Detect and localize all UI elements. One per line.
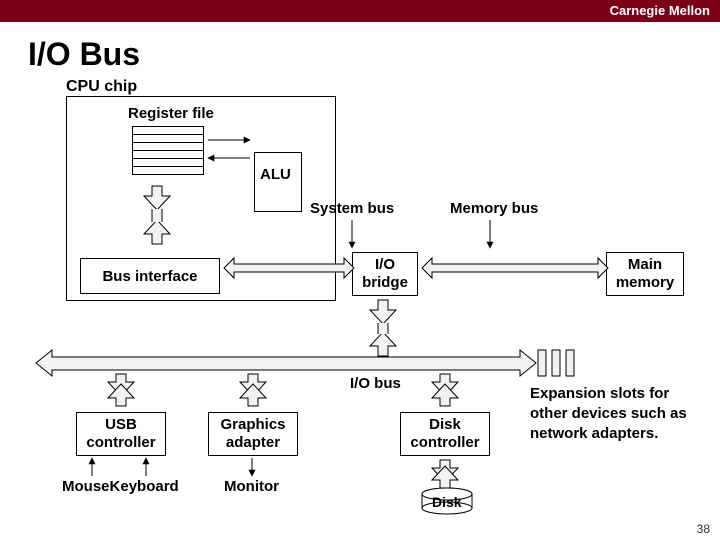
disk-controller-box: Disk controller <box>400 412 490 456</box>
banner: Carnegie Mellon <box>0 0 720 22</box>
io-bridge-label-1: I/O <box>375 256 395 273</box>
diskc-label-2: controller <box>410 434 479 451</box>
io-bus-label: I/O bus <box>350 375 401 392</box>
register-file-label: Register file <box>128 105 214 122</box>
main-memory-label-2: memory <box>616 274 674 291</box>
disk-label: Disk <box>432 494 462 510</box>
alu-label: ALU <box>260 166 291 183</box>
usb-label-1: USB <box>105 416 137 433</box>
register-file-box <box>132 126 204 178</box>
bus-interface-box: Bus interface <box>80 258 220 294</box>
expansion-slots-text: Expansion slots for other devices such a… <box>530 384 710 444</box>
gfx-label-2: adapter <box>226 434 280 451</box>
system-bus-label: System bus <box>310 200 394 217</box>
memory-bus-label: Memory bus <box>450 200 538 217</box>
usb-label-2: controller <box>86 434 155 451</box>
diskc-label-1: Disk <box>429 416 461 433</box>
mouse-label: Mouse <box>62 478 110 495</box>
page-number: 38 <box>697 522 710 536</box>
io-bridge-box: I/O bridge <box>352 252 418 296</box>
main-memory-box: Main memory <box>606 252 684 296</box>
graphics-adapter-box: Graphics adapter <box>208 412 298 456</box>
cpu-chip-label: CPU chip <box>66 78 137 96</box>
usb-controller-box: USB controller <box>76 412 166 456</box>
keyboard-label: Keyboard <box>110 478 179 495</box>
mouse-keyboard-labels: MouseKeyboard <box>62 478 179 495</box>
monitor-label: Monitor <box>224 478 279 495</box>
gfx-label-1: Graphics <box>220 416 285 433</box>
io-bridge-label-2: bridge <box>362 274 408 291</box>
page-title: I/O Bus <box>28 36 140 73</box>
main-memory-label-1: Main <box>628 256 662 273</box>
